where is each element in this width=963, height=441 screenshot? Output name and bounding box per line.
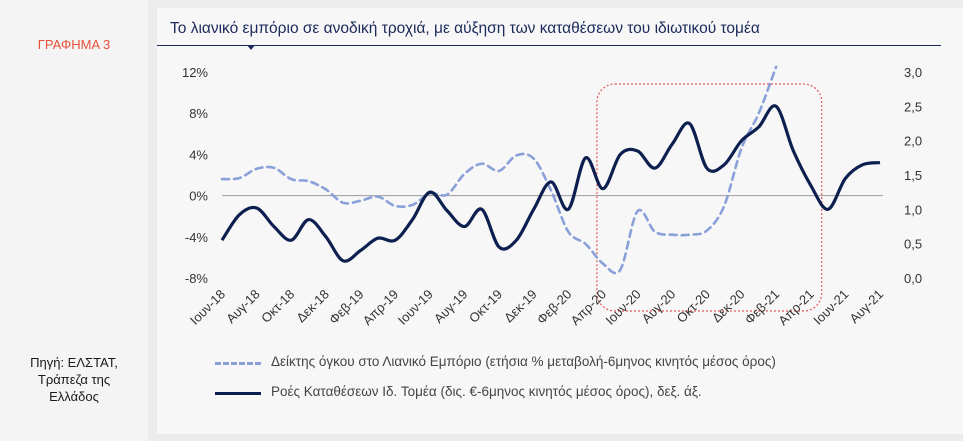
left-axis-tick-label: -4% [185,230,209,245]
right-axis-tick-label: 2,5 [904,99,922,114]
x-axis-tick-label: Δεκ-19 [501,287,540,326]
x-axis-tick-label: Δεκ-18 [293,287,332,326]
x-axis-tick-label: Αυγ-21 [846,287,886,327]
x-axis-tick-label: Φεβ-19 [326,287,367,328]
left-panel: ΓΡΑΦΗΜΑ 3 Πηγή: ΕΛΣΤΑΤ, Τράπεζα της Ελλάδο… [0,0,148,441]
legend-swatch-solid [215,392,261,395]
x-axis-tick-label: Αυγ-19 [431,287,471,327]
x-axis-tick-label: Ιουν-18 [187,287,228,328]
chart-title: Το λιανικό εμπόριο σε ανοδική τροχιά, με… [170,20,760,37]
left-axis-tick-label: -8% [185,271,209,286]
right-axis-tick-label: 3,0 [904,65,922,80]
title-rule [157,45,941,46]
x-axis-tick-label: Ιουν-19 [395,287,436,328]
x-axis-tick-label: Φεβ-21 [742,287,783,328]
legend-swatch-dashed [215,362,261,365]
left-axis-tick-label: 4% [189,147,208,162]
right-axis-tick-label: 0,5 [904,237,922,252]
x-axis-tick-label: Οκτ-20 [674,287,713,326]
right-axis-tick-label: 2,0 [904,134,922,149]
left-axis-tick-label: 8% [189,106,208,121]
x-axis-tick-label: Αυγ-20 [639,287,679,327]
right-axis-tick-label: 1,5 [904,168,922,183]
x-axis-tick-label: Ιουν-21 [810,287,851,328]
x-axis-tick-label: Απρ-20 [567,287,609,329]
x-axis-tick-label: Απρ-19 [360,287,402,329]
left-axis-tick-label: 0% [189,189,208,204]
title-notch [247,45,255,50]
right-axis-tick-label: 0,0 [904,271,922,286]
x-axis-tick-label: Ιουν-20 [603,287,644,328]
x-axis-tick-label: Απρ-21 [775,287,817,329]
legend-label-retail: Δείκτης όγκου στο Λιανικό Εμπόριο (ετήσι… [271,354,776,369]
figure-tag: ΓΡΑΦΗΜΑ 3 [37,37,111,52]
legend-label-deposits: Ροές Καταθέσεων Ιδ. Τομέα (δις. €-6μηνος… [271,384,702,399]
x-axis-tick-label: Αυγ-18 [223,287,263,327]
chart-panel [157,8,963,434]
series-line-retail [220,65,778,275]
x-axis-tick-label: Δεκ-20 [709,287,748,326]
left-axis-tick-label: 12% [182,65,208,80]
source-text: Πηγή: ΕΛΣΤΑΤ, Τράπεζα της Ελλάδος [30,355,118,404]
series-line-deposits [220,104,881,263]
x-axis-tick-label: Οκτ-19 [466,287,505,326]
source-note: Πηγή: ΕΛΣΤΑΤ, Τράπεζα της Ελλάδος [0,354,148,405]
highlight-box [596,83,823,312]
x-axis-tick-label: Φεβ-20 [534,287,575,328]
x-axis-tick-label: Οκτ-18 [258,287,297,326]
right-axis-tick-label: 1,0 [904,202,922,217]
